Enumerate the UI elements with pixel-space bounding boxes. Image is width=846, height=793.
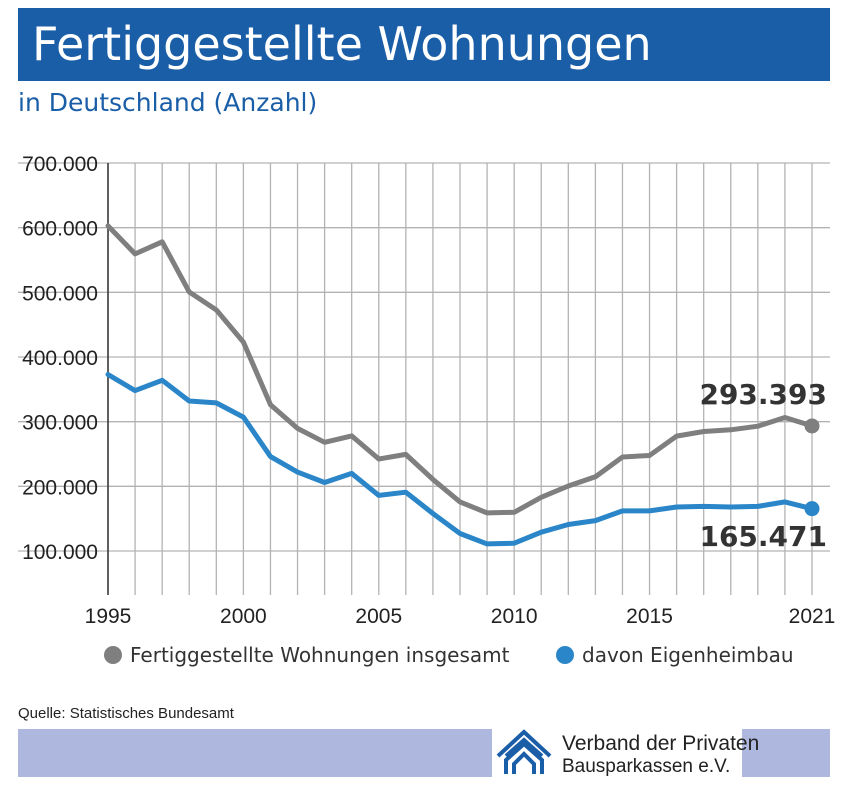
chart-title: Fertiggestellte Wohnungen bbox=[32, 17, 652, 71]
footer-bar-left bbox=[18, 729, 492, 777]
x-tick-label: 1995 bbox=[85, 605, 132, 628]
y-tick-label: 600.000 bbox=[22, 218, 98, 241]
x-tick-label: 2010 bbox=[491, 605, 538, 628]
end-marker-total bbox=[804, 418, 820, 434]
x-tick-label: 2000 bbox=[220, 605, 267, 628]
y-tick-label: 100.000 bbox=[22, 541, 98, 564]
legend-swatch-blue bbox=[556, 646, 574, 664]
x-tick-label: 2005 bbox=[355, 605, 402, 628]
logo-text-line1: Verband der Privaten bbox=[562, 732, 760, 755]
chart-subtitle: in Deutschland (Anzahl) bbox=[18, 88, 318, 117]
vdpb-logo: Verband der Privaten Bausparkassen e.V. bbox=[494, 726, 759, 780]
series-line-total bbox=[105, 223, 815, 516]
end-label-eigenheim: 165.471 bbox=[699, 520, 827, 553]
legend-label-total: Fertiggestellte Wohnungen insgesamt bbox=[130, 643, 510, 667]
legend-label-eigenheim: davon Eigenheimbau bbox=[582, 643, 794, 667]
logo-text-line2: Bausparkassen e.V. bbox=[562, 756, 731, 777]
end-label-total: 293.393 bbox=[699, 378, 827, 411]
legend-item-total: Fertiggestellte Wohnungen insgesamt bbox=[104, 640, 509, 670]
line-chart: 100.000 200.000 300.000 400.000 500.000 600.0… bbox=[18, 153, 836, 628]
end-marker-eigenheim bbox=[804, 501, 820, 517]
y-tick-label: 200.000 bbox=[22, 476, 98, 499]
house-roof-icon bbox=[496, 729, 552, 774]
legend-item-eigenheim: davon Eigenheimbau bbox=[556, 640, 794, 670]
x-tick-label: 2015 bbox=[626, 605, 673, 628]
legend-swatch-gray bbox=[104, 646, 122, 664]
y-tick-label: 700.000 bbox=[22, 153, 98, 176]
source-note: Quelle: Statistisches Bundesamt bbox=[18, 705, 234, 722]
title-bar: Fertiggestellte Wohnungen bbox=[18, 8, 830, 81]
footer-bar-right bbox=[742, 729, 830, 777]
y-tick-label: 400.000 bbox=[22, 347, 98, 370]
series-line-eigenheim bbox=[105, 372, 815, 547]
y-tick-label: 300.000 bbox=[22, 412, 98, 435]
y-tick-label: 500.000 bbox=[22, 282, 98, 305]
x-tick-label: 2021 bbox=[789, 605, 836, 628]
